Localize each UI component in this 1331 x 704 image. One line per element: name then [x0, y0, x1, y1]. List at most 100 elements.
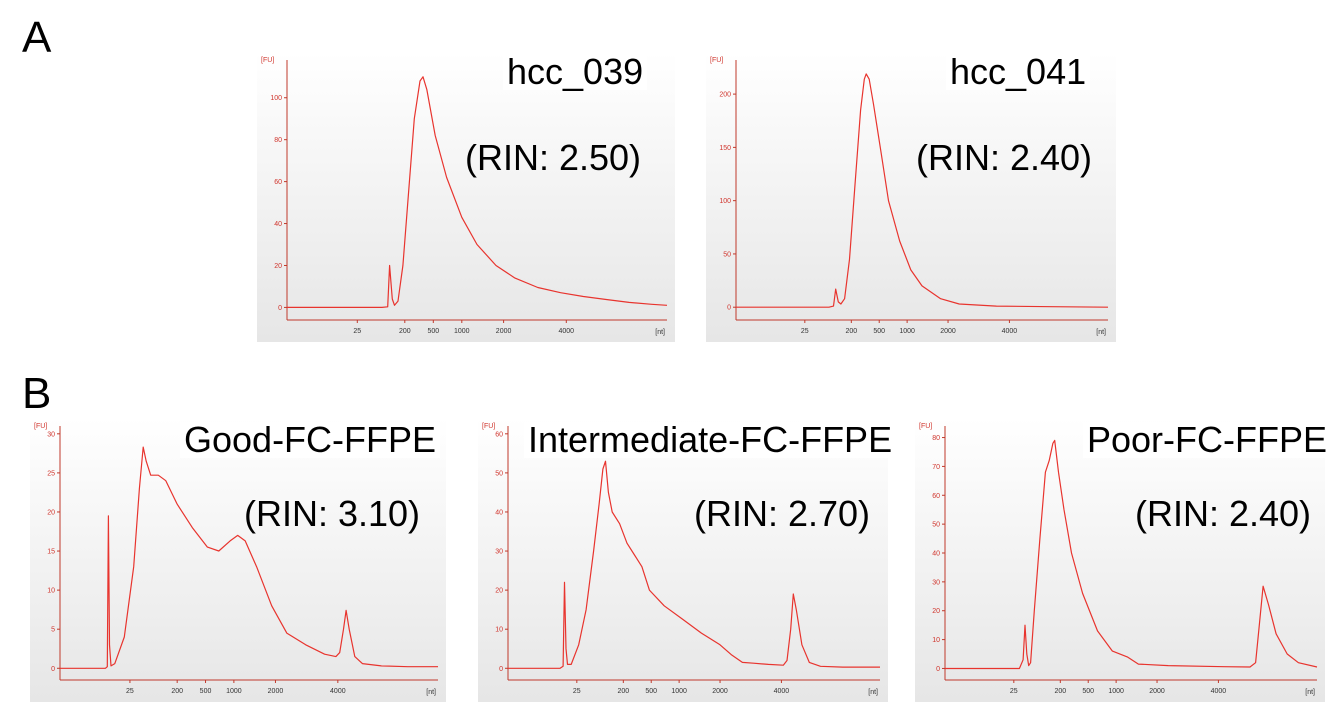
y-tick-label: 20 [932, 608, 940, 615]
y-tick-label: 30 [47, 431, 55, 438]
chart-hcc-041: [FU] [nt] 0 50 100 150 200 25 200 500 1000 2000 4000… [706, 52, 1116, 342]
x-tick-label: 200 [845, 328, 857, 335]
x-tick-label: 1000 [899, 328, 915, 335]
y-tick-label: 60 [495, 431, 503, 438]
y-axis-label: [FU] [261, 57, 274, 64]
x-tick-label: 200 [617, 688, 629, 695]
y-tick-label: 40 [932, 551, 940, 558]
sample-title: Intermediate-FC-FFPE [524, 422, 897, 458]
y-axis-label: [FU] [919, 423, 932, 430]
chart-svg: [FU] [nt] 0 10 20 30 40 50 60 70 80 25 200 500 1000 200… [915, 418, 1325, 702]
x-tick-label: 500 [1082, 688, 1094, 695]
chart-intermediate-fc-ffpe: [FU] [nt] 0 10 20 30 40 50 60 25 200 500 1000 2000 400… [478, 418, 897, 702]
sample-title: hcc_039 [503, 54, 648, 90]
y-tick-label: 40 [495, 509, 503, 516]
x-tick-label: 4000 [1211, 688, 1227, 695]
y-tick-label: 25 [47, 470, 55, 477]
chart-hcc-039: [FU] [nt] 0 20 40 60 80 100 25 200 500 1000 2000 4000… [257, 52, 675, 342]
panel-label-a: A [22, 13, 52, 62]
y-tick-label: 15 [47, 549, 55, 556]
y-tick-label: 10 [495, 627, 503, 634]
y-tick-label: 10 [47, 588, 55, 595]
chart-poor-fc-ffpe: [FU] [nt] 0 10 20 30 40 50 60 70 80 25 200 500 1000 200… [915, 418, 1331, 702]
y-tick-label: 40 [274, 221, 282, 228]
x-tick-label: 500 [645, 688, 657, 695]
y-tick-label: 80 [274, 137, 282, 144]
y-tick-label: 20 [274, 263, 282, 270]
y-tick-label: 80 [932, 435, 940, 442]
y-tick-label: 200 [719, 92, 731, 99]
x-tick-label: 200 [399, 328, 411, 335]
sample-title: Poor-FC-FFPE [1083, 422, 1331, 458]
sample-title: hcc_041 [946, 54, 1091, 90]
x-tick-label: 2000 [1149, 688, 1165, 695]
chart-svg: [FU] [nt] 0 20 40 60 80 100 25 200 500 1000 2000 4000 [257, 52, 675, 342]
x-tick-label: 1000 [454, 328, 470, 335]
x-tick-label: 25 [353, 328, 361, 335]
rin-label: (RIN: 3.10) [244, 493, 421, 534]
sample-title: Good-FC-FFPE [180, 422, 441, 458]
rin-label: (RIN: 2.70) [694, 493, 871, 534]
x-axis-label: [nt] [868, 689, 878, 696]
series-line [736, 73, 1109, 308]
y-tick-label: 0 [278, 305, 282, 312]
x-tick-label: 1000 [226, 688, 242, 695]
y-axis-label: [FU] [34, 423, 47, 430]
y-tick-label: 100 [270, 95, 282, 102]
y-tick-label: 0 [936, 666, 940, 673]
x-tick-label: 2000 [496, 328, 512, 335]
x-tick-label: 2000 [268, 688, 284, 695]
y-tick-label: 0 [499, 666, 503, 673]
x-tick-label: 1000 [1108, 688, 1124, 695]
y-tick-label: 30 [932, 579, 940, 586]
panel-label-b: B [22, 369, 52, 418]
rin-label: (RIN: 2.40) [916, 137, 1093, 178]
x-tick-label: 500 [427, 328, 439, 335]
y-tick-label: 20 [47, 509, 55, 516]
y-axis-label: [FU] [710, 57, 723, 64]
plot-background [30, 418, 446, 702]
x-axis-label: [nt] [426, 689, 436, 696]
chart-svg: [FU] [nt] 0 5 10 15 20 25 30 25 200 500 1000 2000 4000 [30, 418, 446, 702]
series-line [945, 439, 1318, 670]
y-tick-label: 5 [51, 627, 55, 634]
series-line [508, 460, 880, 669]
x-tick-label: 2000 [940, 328, 956, 335]
y-tick-label: 70 [932, 464, 940, 471]
x-tick-label: 500 [200, 688, 212, 695]
y-tick-label: 30 [495, 549, 503, 556]
y-axis-label: [FU] [482, 423, 495, 430]
series-line [60, 446, 438, 669]
plot-background [706, 52, 1116, 342]
plot-background [257, 52, 675, 342]
x-axis-label: [nt] [1305, 689, 1315, 696]
y-tick-label: 50 [495, 470, 503, 477]
chart-svg: [FU] [nt] 0 10 20 30 40 50 60 25 200 500 1000 2000 400… [478, 418, 888, 702]
x-tick-label: 4000 [559, 328, 575, 335]
y-tick-label: 100 [719, 198, 731, 205]
y-tick-label: 0 [51, 666, 55, 673]
y-tick-label: 60 [274, 179, 282, 186]
series-line [287, 76, 668, 308]
y-tick-label: 0 [727, 305, 731, 312]
x-tick-label: 4000 [330, 688, 346, 695]
y-tick-label: 50 [932, 522, 940, 529]
chart-good-fc-ffpe: [FU] [nt] 0 5 10 15 20 25 30 25 200 500 1000 2000 4000… [30, 418, 446, 702]
y-tick-label: 10 [932, 637, 940, 644]
x-axis-label: [nt] [655, 329, 665, 336]
x-tick-label: 4000 [774, 688, 790, 695]
y-tick-label: 60 [932, 493, 940, 500]
y-tick-label: 50 [723, 251, 731, 258]
x-axis-label: [nt] [1096, 329, 1106, 336]
x-tick-label: 25 [126, 688, 134, 695]
x-tick-label: 25 [573, 688, 581, 695]
x-tick-label: 4000 [1002, 328, 1018, 335]
x-tick-label: 25 [801, 328, 809, 335]
y-tick-label: 150 [719, 145, 731, 152]
x-tick-label: 200 [1054, 688, 1066, 695]
x-tick-label: 200 [171, 688, 183, 695]
plot-background [478, 418, 888, 702]
y-tick-label: 20 [495, 588, 503, 595]
chart-svg: [FU] [nt] 0 50 100 150 200 25 200 500 1000 2000 4000 [706, 52, 1116, 342]
rin-label: (RIN: 2.40) [1135, 493, 1312, 534]
